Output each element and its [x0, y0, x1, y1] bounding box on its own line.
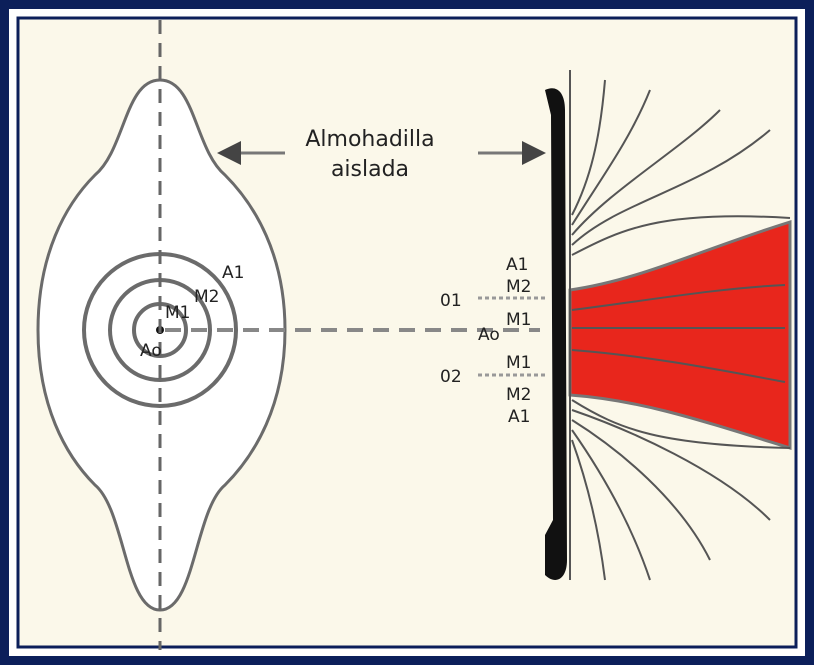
- label: M1: [506, 353, 531, 373]
- label: A1: [508, 407, 530, 427]
- label: 02: [440, 367, 462, 387]
- callout-text: aislada: [331, 157, 409, 182]
- label: M1: [165, 303, 190, 323]
- label: 01: [440, 291, 462, 311]
- plate: [545, 88, 567, 581]
- field-lines: [571, 79, 791, 581]
- label: M2: [506, 277, 531, 297]
- label: A1: [506, 255, 528, 275]
- label: A1: [222, 263, 244, 283]
- label: Ao: [478, 325, 500, 345]
- callout-text: Almohadilla: [305, 127, 434, 152]
- label: Ao: [140, 341, 162, 361]
- label: M2: [194, 287, 219, 307]
- label: M1: [506, 310, 531, 330]
- label: M2: [506, 385, 531, 405]
